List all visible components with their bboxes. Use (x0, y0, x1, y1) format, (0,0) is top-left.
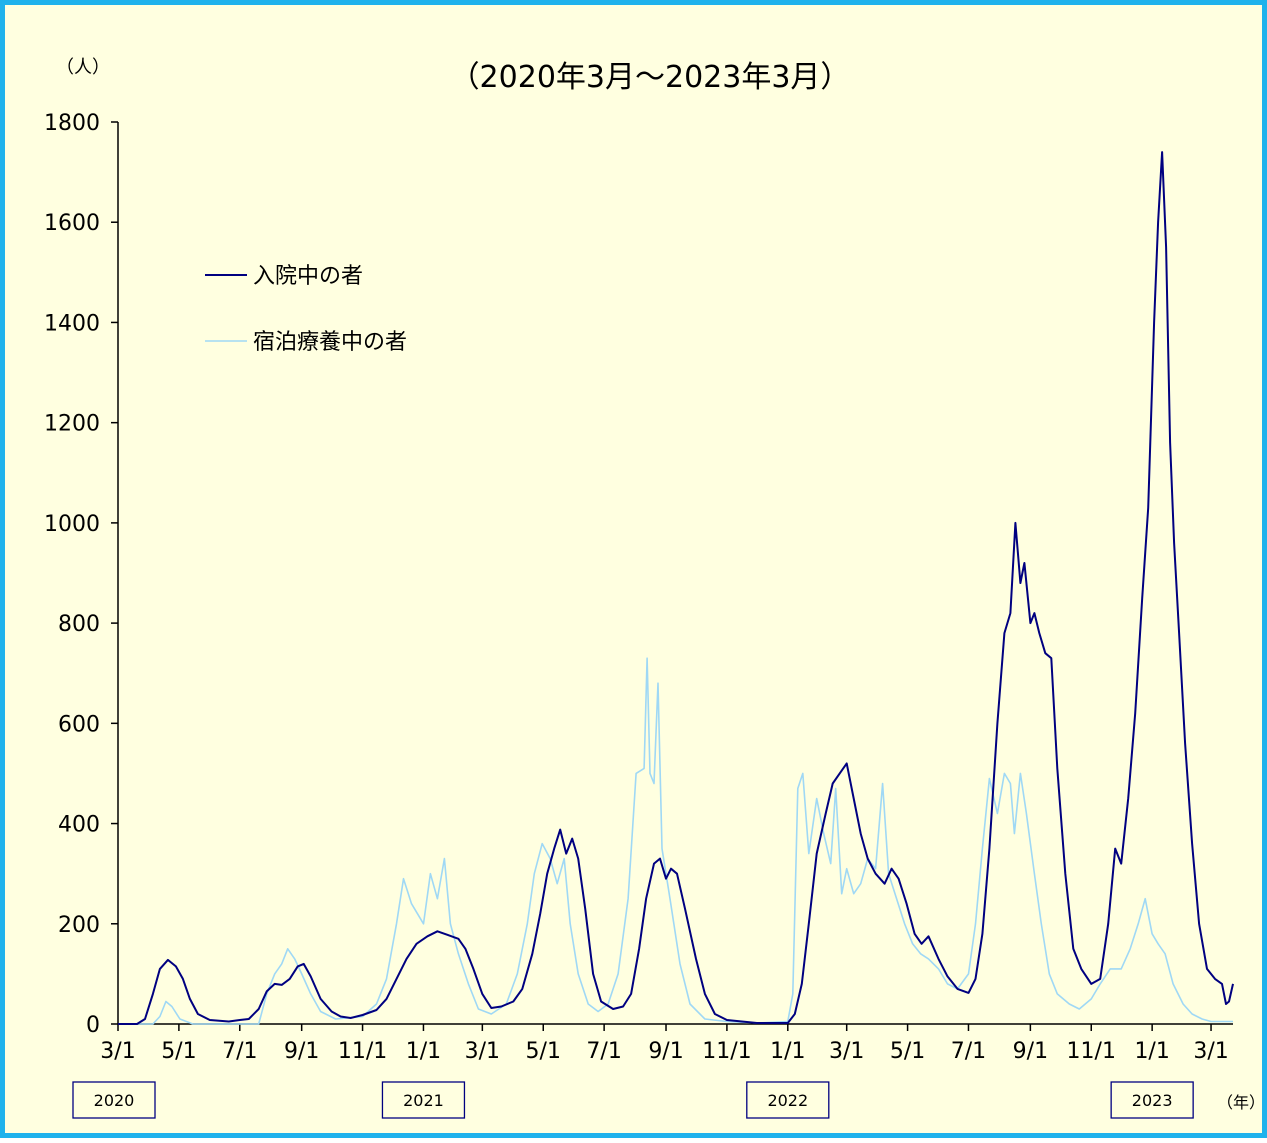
x-tick-label: 9/1 (1013, 1039, 1048, 1064)
x-tick-label: 11/1 (702, 1039, 751, 1064)
x-tick-label: 7/1 (951, 1039, 986, 1064)
chart-title: （2020年3月～2023年3月） (450, 60, 851, 95)
y-tick-label: 1200 (44, 412, 100, 437)
x-tick-label: 11/1 (1067, 1039, 1116, 1064)
axes: 0 200 400 600 800 1000 1200 1400 1600 1800 3/1 5/1 7… (44, 111, 1233, 1064)
year-box-1 (381, 1081, 466, 1119)
y-tick-label: 400 (58, 813, 100, 838)
x-tick-label: 3/1 (465, 1039, 500, 1064)
year-box-0 (72, 1081, 156, 1119)
year-label-1: 2021 (403, 1091, 444, 1110)
x-tick-label: 5/1 (161, 1039, 196, 1064)
y-tick-label: 1600 (44, 211, 100, 236)
x-tick-label: 1/1 (770, 1039, 805, 1064)
year-labels: 2020 2021 2022 2023 (72, 1081, 1194, 1119)
y-tick-label: 1400 (44, 311, 100, 336)
x-tick-label: 9/1 (648, 1039, 683, 1064)
series-line-1 (118, 657, 1233, 1025)
year-label-0: 2020 (94, 1091, 135, 1110)
x-tick-label: 3/1 (829, 1039, 864, 1064)
legend-label-0: 入院中の者 (253, 264, 363, 289)
year-box-3 (1110, 1081, 1194, 1119)
y-tick-label: 1000 (44, 512, 100, 537)
x-tick-label: 3/1 (100, 1039, 135, 1064)
y-tick-label: 800 (58, 612, 100, 637)
series-lines (118, 151, 1234, 1025)
y-tick-label: 1800 (44, 111, 100, 136)
x-tick-label: 9/1 (284, 1039, 319, 1064)
year-box-2 (746, 1081, 830, 1119)
series-line-0 (118, 151, 1234, 1025)
y-axis-unit: （人） (56, 57, 110, 78)
legend-label-1: 宿泊療養中の者 (253, 330, 407, 355)
x-tick-label: 5/1 (526, 1039, 561, 1064)
x-tick-label: 3/1 (1193, 1039, 1228, 1064)
y-tick-label: 0 (86, 1013, 100, 1038)
year-label-2: 2022 (767, 1091, 808, 1110)
y-tick-label: 600 (58, 712, 100, 737)
x-tick-label: 5/1 (890, 1039, 925, 1064)
year-label-3: 2023 (1132, 1091, 1173, 1110)
x-tick-label: 7/1 (222, 1039, 257, 1064)
line-chart: （2020年3月～2023年3月） （人） （年） 0 200 400 600 800 1… (44, 57, 1265, 1119)
x-tick-label: 11/1 (338, 1039, 387, 1064)
y-tick-label: 200 (58, 913, 100, 938)
x-tick-label: 7/1 (586, 1039, 621, 1064)
x-tick-label: 1/1 (1134, 1039, 1169, 1064)
x-axis-unit: （年） (1217, 1093, 1265, 1112)
x-tick-label: 1/1 (406, 1039, 441, 1064)
